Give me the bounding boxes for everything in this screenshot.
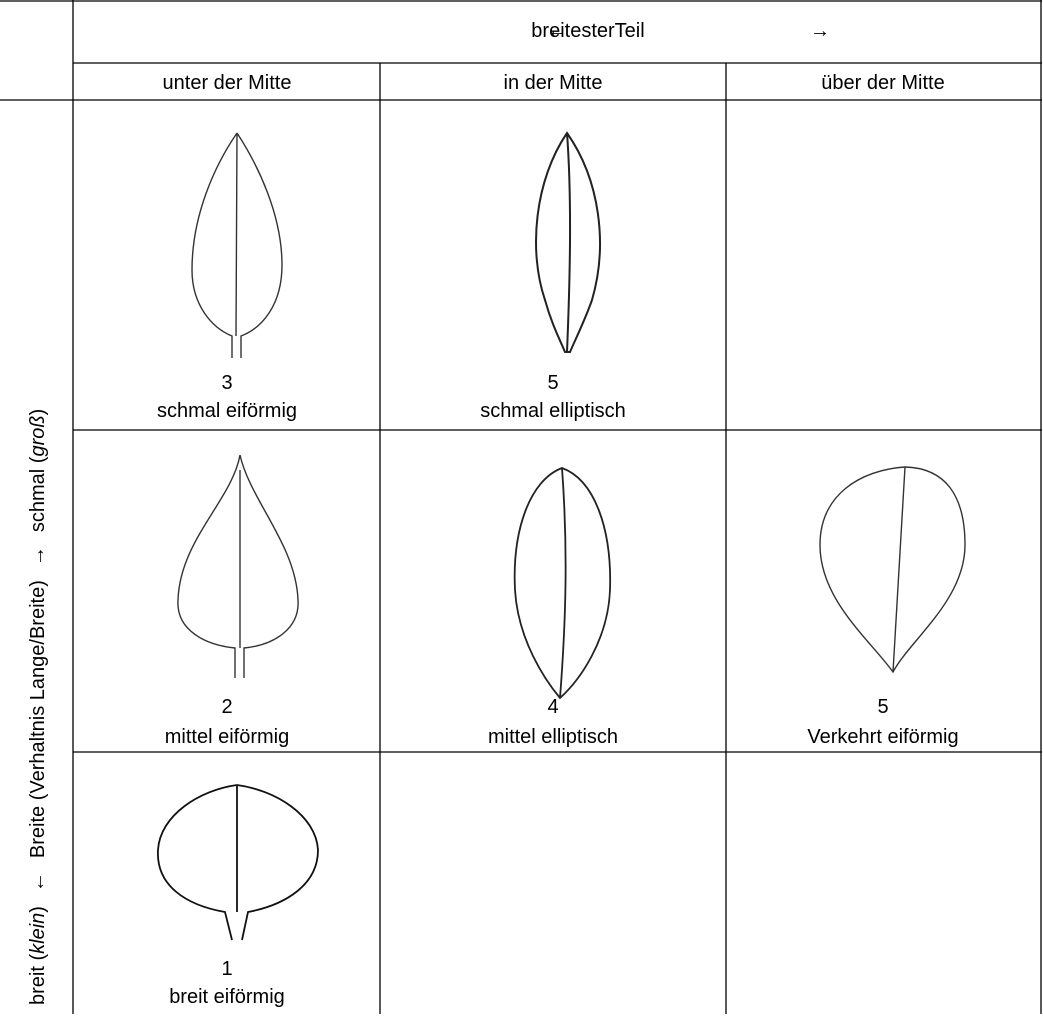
- leaf-number: 1: [221, 958, 232, 980]
- leaf-label: schmal elliptisch: [480, 400, 626, 422]
- side-label-part: Breite (Verhaltnis Lange/Breite): [27, 580, 49, 858]
- side-label-part: ): [27, 409, 49, 416]
- arrow-right: →: [810, 20, 830, 42]
- side-label-part: groß: [27, 415, 49, 456]
- table-grid: [0, 0, 1042, 1014]
- side-label-part: breit (: [27, 954, 49, 1005]
- leaf-table: ← breitesterTeil → unter der Mitte in der…: [0, 0, 1043, 1014]
- leaf-number: 5: [547, 372, 558, 394]
- leaf-number: 5: [877, 696, 888, 718]
- side-label-part: ←: [27, 872, 49, 892]
- leaf-number: 3: [221, 372, 232, 394]
- side-label-part: ): [27, 906, 49, 913]
- leaf-number: 2: [221, 696, 232, 718]
- leaf-number: 4: [547, 696, 558, 718]
- leaf-label: schmal eiförmig: [157, 400, 297, 422]
- leaf-label: Verkehrt eiförmig: [807, 726, 958, 748]
- column-header: unter der Mitte: [163, 72, 292, 94]
- side-label-part: →: [27, 546, 49, 566]
- side-label: breit (klein) ← Breite (Verhaltnis Lange/B…: [27, 409, 49, 1005]
- column-header: über der Mitte: [821, 72, 944, 94]
- column-header: in der Mitte: [504, 72, 603, 94]
- side-label-part: klein: [27, 913, 49, 954]
- page: ← breitesterTeil → unter der Mitte in der…: [0, 0, 1043, 1019]
- header-title: breitesterTeil: [531, 20, 644, 42]
- side-label-part: schmal (: [27, 456, 49, 532]
- leaf-label: breit eiförmig: [169, 986, 285, 1008]
- leaf-drawings: [158, 133, 965, 940]
- leaf-label: mittel eiförmig: [165, 726, 289, 748]
- leaf-label: mittel elliptisch: [488, 726, 618, 748]
